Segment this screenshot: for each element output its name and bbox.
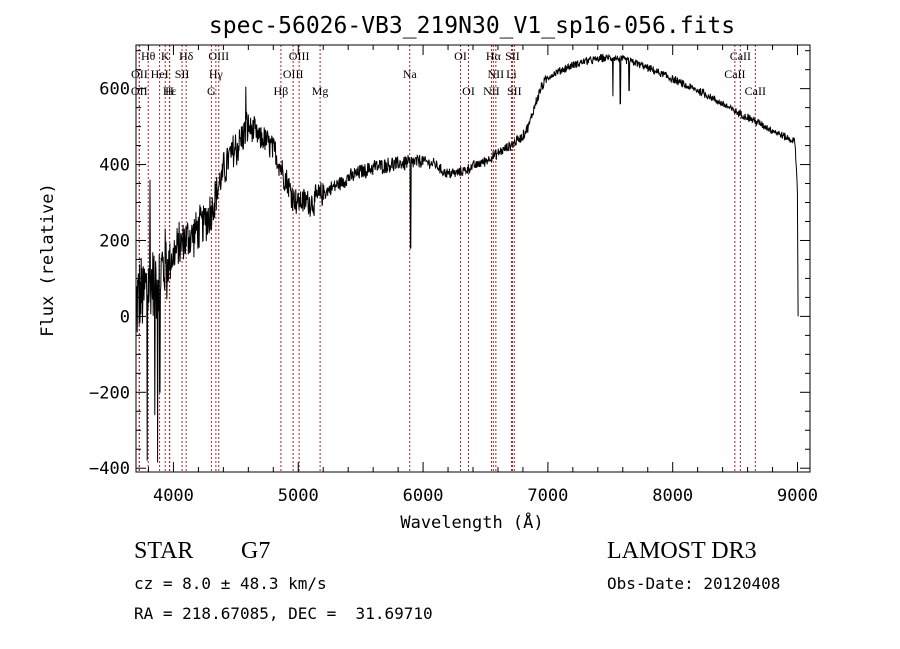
spectral-line-label-8: CaII xyxy=(730,49,751,63)
plot-frame xyxy=(135,44,811,473)
object-type: STAR xyxy=(134,538,194,564)
spectral-line-label-27: CaII xyxy=(745,84,766,98)
spectral-line-label-0: Hθ xyxy=(141,49,156,63)
y-tick-label-400: 400 xyxy=(99,156,130,176)
x-tick-label-9000: 9000 xyxy=(777,486,818,506)
x-tick-label-8000: 8000 xyxy=(652,486,693,506)
spectral-line-label-12: Hγ xyxy=(209,67,224,81)
y-tick-label--200: −200 xyxy=(89,383,130,403)
x-tick-label-4000: 4000 xyxy=(153,486,194,506)
spectral-line-label-17: CaII xyxy=(724,67,745,81)
spectral-line-label-15: NII xyxy=(488,67,505,81)
spectral-line-label-1: K xyxy=(161,49,170,63)
y-tick-label--400: −400 xyxy=(89,459,130,479)
spectral-line-label-24: OI xyxy=(462,84,475,98)
spectral-line-label-25: NII xyxy=(483,84,500,98)
spectral-line-label-26: SII xyxy=(507,84,522,98)
spectral-line-label-13: OIII xyxy=(283,67,304,81)
y-axis-label: Flux (relative) xyxy=(38,183,58,337)
spectral-line-label-9: OII xyxy=(131,67,148,81)
spectral-line-label-11: SII xyxy=(175,67,190,81)
spectral-lines-layer xyxy=(138,45,756,472)
spectral-line-label-6: Hα xyxy=(486,49,502,63)
spectral-line-label-4: OIII xyxy=(289,49,310,63)
spectral-line-label-18: OII xyxy=(131,84,148,98)
spectrum-series-flux xyxy=(135,53,799,463)
y-tick-label-200: 200 xyxy=(99,231,130,251)
spectral-line-label-5: OI xyxy=(454,49,467,63)
x-tick-label-7000: 7000 xyxy=(527,486,568,506)
chart-title: spec-56026-VB3_219N30_V1_sp16-056.fits xyxy=(209,13,735,39)
spectral-line-label-7: SII xyxy=(505,49,520,63)
observation-date: Obs-Date: 20120408 xyxy=(607,574,781,593)
spectral-line-label-16: Li xyxy=(506,67,517,81)
coordinates: RA = 218.67085, DEC = 31.69710 xyxy=(134,604,433,623)
spectral-line-label-19: Hε xyxy=(163,84,177,98)
axis-tick-labels: 4000 5000 6000 7000 8000 9000 −400 −200 0 200 400 6… xyxy=(89,80,818,506)
spectral-line-label-3: OIII xyxy=(208,49,229,63)
survey-name: LAMOST DR3 xyxy=(607,538,757,564)
axis-ticks xyxy=(136,45,810,472)
spectral-line-label-10: HeI xyxy=(151,67,169,81)
spectral-line-label-2: Hδ xyxy=(179,49,194,63)
y-tick-label-600: 600 xyxy=(99,80,130,100)
spectral-line-label-14: Na xyxy=(403,67,418,81)
x-tick-label-6000: 6000 xyxy=(403,486,444,506)
object-subclass: G7 xyxy=(241,538,271,564)
redshift-cz: cz = 8.0 ± 48.3 km/s xyxy=(134,574,327,593)
y-tick-label-0: 0 xyxy=(120,307,130,327)
spectral-line-label-20: H xyxy=(165,84,174,98)
x-tick-label-5000: 5000 xyxy=(278,486,319,506)
spectral-line-label-21: G xyxy=(207,84,216,98)
x-axis-label: Wavelength (Å) xyxy=(400,511,543,533)
spectral-line-label-23: Mg xyxy=(312,84,329,98)
spectral-line-label-22: Hβ xyxy=(274,84,289,98)
